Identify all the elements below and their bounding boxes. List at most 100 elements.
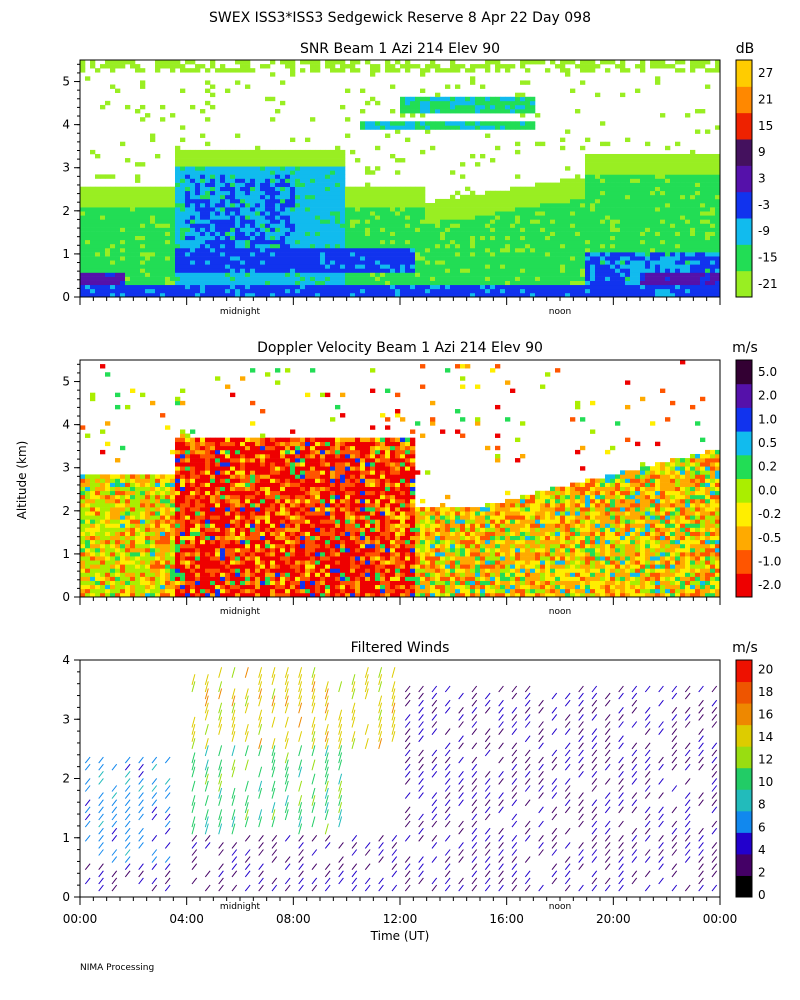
- velocity-cell: [105, 507, 111, 512]
- snr-cell: [365, 215, 371, 220]
- snr-cell: [475, 252, 481, 257]
- snr-cell: [350, 207, 356, 212]
- snr-cell: [555, 268, 561, 273]
- snr-cell: [500, 207, 506, 212]
- snr-cell: [635, 182, 641, 187]
- snr-cell: [120, 284, 126, 290]
- snr-cell: [275, 178, 281, 183]
- snr-cell: [160, 280, 166, 286]
- snr-cell: [280, 190, 286, 196]
- snr-cell: [680, 252, 686, 257]
- snr-cell: [610, 162, 616, 167]
- velocity-cell: [115, 543, 121, 549]
- snr-cell: [375, 100, 381, 106]
- snr-cell: [240, 194, 246, 200]
- snr-cell: [435, 235, 441, 241]
- velocity-cell: [125, 503, 131, 508]
- snr-cell: [665, 268, 671, 273]
- velocity-cell: [115, 531, 121, 537]
- snr-cell: [225, 170, 231, 175]
- snr-cell: [465, 264, 471, 269]
- snr-cell: [590, 153, 596, 159]
- snr-cell: [285, 166, 291, 171]
- snr-cell: [160, 223, 166, 228]
- snr-cell: [180, 256, 186, 261]
- velocity-cell: [85, 572, 91, 577]
- snr-cell: [575, 268, 581, 273]
- snr-cell: [595, 219, 601, 224]
- snr-cell: [305, 190, 311, 196]
- velocity-cell: [110, 523, 116, 528]
- velocity-cell: [105, 515, 111, 520]
- velocity-cell: [80, 519, 86, 524]
- snr-cell: [440, 109, 446, 114]
- snr-cell: [375, 198, 381, 204]
- snr-cell: [225, 194, 231, 200]
- snr-cell: [610, 247, 616, 253]
- snr-cell: [710, 260, 716, 265]
- snr-cell: [285, 219, 291, 224]
- snr-cell: [250, 247, 256, 253]
- velocity-cell: [80, 560, 86, 565]
- snr-cell: [480, 203, 486, 208]
- snr-cell: [400, 158, 406, 163]
- snr-cell: [330, 149, 336, 155]
- snr-cell: [505, 223, 511, 228]
- snr-cell: [565, 227, 571, 232]
- snr-cell: [620, 280, 626, 286]
- snr-cell: [250, 231, 256, 237]
- velocity-cell: [90, 556, 96, 561]
- velocity-cell: [120, 503, 126, 508]
- snr-cell: [530, 231, 536, 237]
- snr-cell: [385, 260, 391, 265]
- snr-cell: [430, 203, 436, 208]
- snr-cell: [110, 84, 116, 89]
- snr-cell: [685, 268, 691, 273]
- snr-cell: [460, 243, 466, 249]
- snr-cell: [290, 256, 296, 261]
- snr-cell: [370, 64, 376, 69]
- snr-cell: [400, 280, 406, 286]
- snr-cell: [305, 60, 311, 65]
- snr-cell: [270, 178, 276, 183]
- velocity-cell: [105, 482, 111, 487]
- velocity-cell: [90, 396, 96, 402]
- snr-cell: [545, 223, 551, 228]
- velocity-cell: [80, 523, 86, 528]
- snr-cell: [205, 170, 211, 175]
- snr-cell: [160, 256, 166, 261]
- snr-cell: [310, 186, 316, 192]
- snr-cell: [525, 198, 531, 204]
- snr-cell: [585, 182, 591, 187]
- snr-cell: [310, 247, 316, 253]
- snr-cell: [585, 215, 591, 220]
- snr-cell: [505, 288, 511, 294]
- snr-cell: [240, 174, 246, 179]
- snr-cell: [420, 239, 426, 245]
- snr-cell: [260, 243, 266, 249]
- snr-cell: [330, 178, 336, 183]
- snr-cell: [580, 260, 586, 265]
- snr-cell: [370, 186, 376, 192]
- snr-cell: [680, 231, 686, 237]
- velocity-cell: [100, 552, 106, 557]
- snr-cell: [335, 153, 341, 159]
- velocity-cell: [130, 486, 136, 492]
- snr-cell: [535, 231, 541, 237]
- snr-cell: [320, 194, 326, 200]
- snr-cell: [140, 272, 146, 277]
- snr-cell: [450, 260, 456, 265]
- velocity-cell: [80, 535, 86, 541]
- velocity-cell: [120, 560, 126, 565]
- snr-cell: [385, 252, 391, 257]
- snr-cell: [145, 219, 151, 224]
- snr-cell: [325, 211, 331, 216]
- snr-cell: [220, 162, 226, 167]
- snr-cell: [230, 219, 236, 224]
- snr-cell: [325, 260, 331, 265]
- velocity-cell: [135, 486, 141, 492]
- snr-cell: [685, 223, 691, 228]
- snr-cell: [665, 235, 671, 241]
- snr-cell: [295, 186, 301, 192]
- snr-cell: [555, 256, 561, 261]
